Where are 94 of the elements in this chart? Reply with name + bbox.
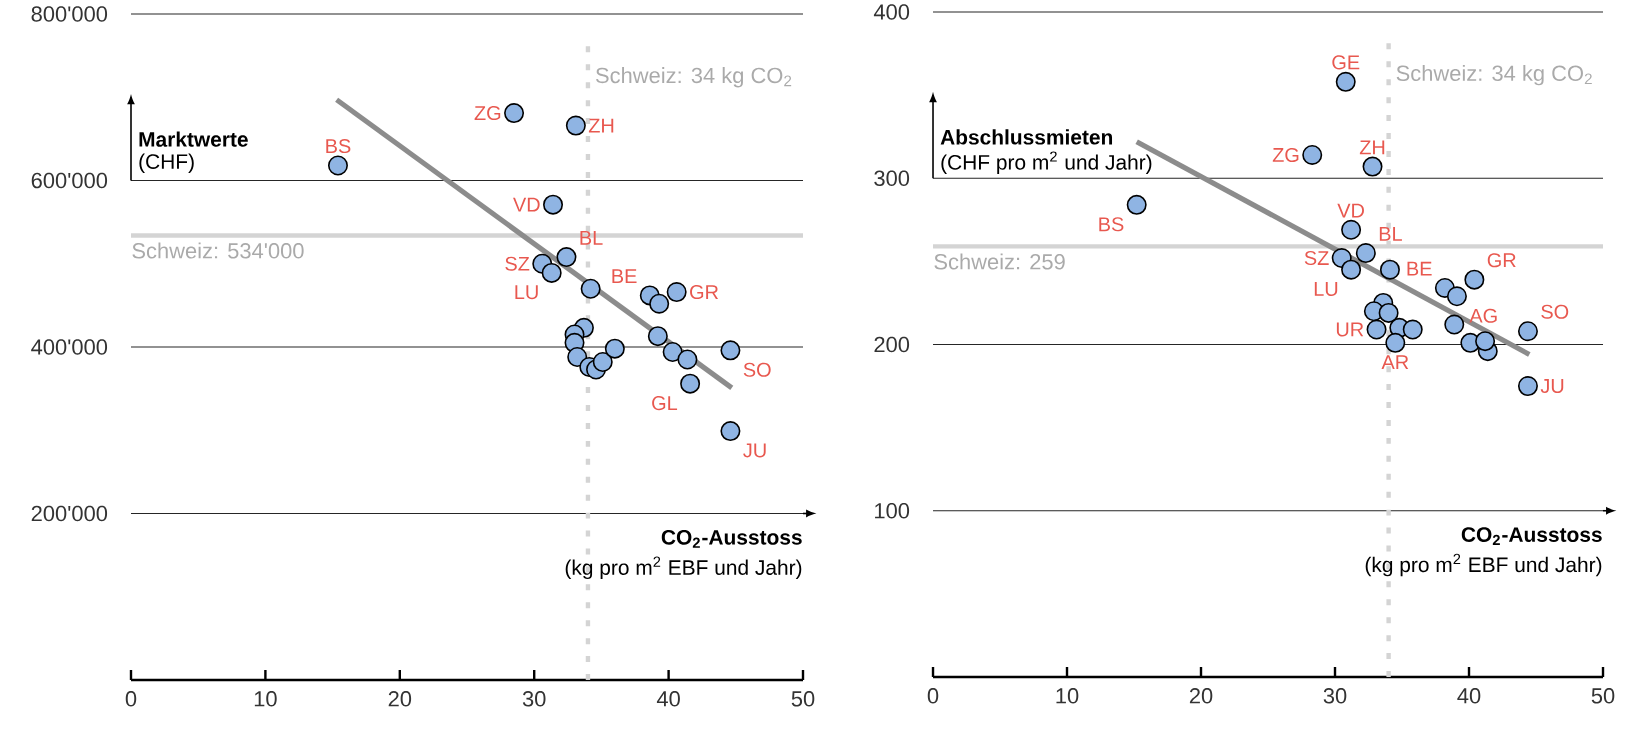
annotation: ZG	[474, 106, 501, 121]
y-tick-label: 400	[873, 4, 910, 20]
y-tick-label: 400'000	[31, 339, 108, 355]
annotation: GR	[690, 285, 719, 300]
point	[543, 194, 564, 215]
annotation: VD	[1337, 203, 1364, 218]
annotation: GL	[652, 396, 678, 411]
annotation: ZH	[1359, 140, 1385, 155]
point	[327, 155, 348, 176]
x-tick-label: 10	[254, 691, 277, 707]
point	[1517, 321, 1538, 342]
annotation: SZ	[1304, 251, 1329, 266]
point	[565, 115, 586, 136]
point	[1446, 286, 1467, 307]
point	[592, 351, 613, 372]
point	[1444, 314, 1465, 335]
x-tick-label: 20	[388, 691, 412, 707]
y-tick-label: 300	[874, 170, 910, 187]
y-tick-label: 100	[875, 503, 910, 519]
annotation: BS	[326, 139, 351, 154]
annotation: SO	[1541, 304, 1569, 319]
x-axis-title: CO$_{2}$-Ausstoss	[661, 529, 802, 548]
y-axis-title: Marktwerte	[139, 131, 248, 147]
ref-line-label: Schweiz: 534'000	[132, 242, 304, 259]
point	[1126, 194, 1147, 215]
x-tick-label: 0	[125, 691, 137, 707]
annotation: LU	[1314, 282, 1338, 296]
point	[1385, 332, 1406, 353]
point	[1517, 376, 1538, 397]
point	[649, 293, 670, 314]
annotation: LU	[515, 285, 538, 300]
point	[1362, 156, 1383, 177]
ref-line-label: Schweiz: 34 kg CO$_{2}$	[1396, 64, 1592, 86]
y-axis-title: Abschlussmieten	[940, 129, 1113, 145]
annotation: (kg pro m$^{2}$ EBF und Jahr)	[565, 556, 802, 580]
point	[1378, 302, 1399, 323]
annotation: BL	[580, 230, 603, 245]
point	[1341, 259, 1362, 280]
point	[1355, 243, 1376, 264]
annotation: JU	[1540, 379, 1564, 393]
point	[666, 282, 687, 303]
annotation: JU	[743, 443, 766, 458]
point	[720, 421, 741, 442]
annotation: UR	[1336, 322, 1364, 337]
x-tick-label: 20	[1189, 688, 1213, 704]
point	[1475, 331, 1496, 352]
annotation: ZG	[1272, 147, 1299, 163]
point	[1379, 259, 1400, 280]
y-tick-label: 800'000	[31, 6, 108, 22]
annotation: BL	[1379, 226, 1402, 241]
annotation: (CHF)	[139, 153, 194, 174]
y-tick-label: 200	[874, 336, 910, 353]
annotation: VD	[513, 197, 540, 212]
x-tick-label: 50	[791, 691, 815, 707]
point	[1464, 269, 1485, 290]
x-tick-label: 10	[1056, 688, 1079, 704]
annotation: BE	[612, 269, 637, 283]
point	[504, 103, 525, 124]
annotation: BE	[1407, 261, 1432, 276]
y-tick-label: 600'000	[31, 172, 108, 189]
annotation: (kg pro m$^{2}$ EBF und Jahr)	[1365, 553, 1602, 577]
annotation: GE	[1332, 55, 1360, 70]
annotation: (CHF pro m$^{2}$ und Jahr)	[941, 151, 1152, 174]
x-tick-label: 40	[1457, 688, 1481, 704]
point	[1302, 144, 1323, 165]
y-tick-label: 200'000	[31, 505, 108, 522]
point	[541, 262, 562, 283]
x-tick-label: 0	[927, 688, 939, 704]
annotation: SZ	[505, 256, 530, 271]
point	[647, 326, 668, 347]
point	[556, 247, 577, 268]
point	[720, 340, 741, 361]
x-tick-label: 50	[1591, 688, 1615, 704]
point	[1341, 219, 1362, 240]
ref-line-label: Schweiz: 34 kg CO$_{2}$	[596, 67, 792, 88]
point	[604, 338, 625, 359]
x-axis-title: CO$_{2}$-Ausstoss	[1461, 527, 1602, 546]
point	[1402, 319, 1423, 340]
point	[662, 342, 683, 362]
x-tick-label: 30	[1323, 688, 1347, 704]
point	[677, 349, 698, 370]
annotation: BS	[1099, 217, 1124, 232]
x-tick-label: 40	[656, 691, 680, 707]
point	[680, 373, 701, 394]
annotation: GR	[1487, 253, 1516, 268]
point	[1335, 71, 1356, 92]
x-tick-label: 30	[522, 691, 546, 707]
ref-line-label: Schweiz: 259	[934, 253, 1065, 270]
annotation: ZH	[588, 118, 614, 133]
annotation: AG	[1469, 308, 1497, 323]
annotation: SO	[743, 362, 771, 377]
point	[1366, 319, 1387, 340]
annotation: AR	[1381, 355, 1409, 369]
point	[580, 278, 601, 299]
